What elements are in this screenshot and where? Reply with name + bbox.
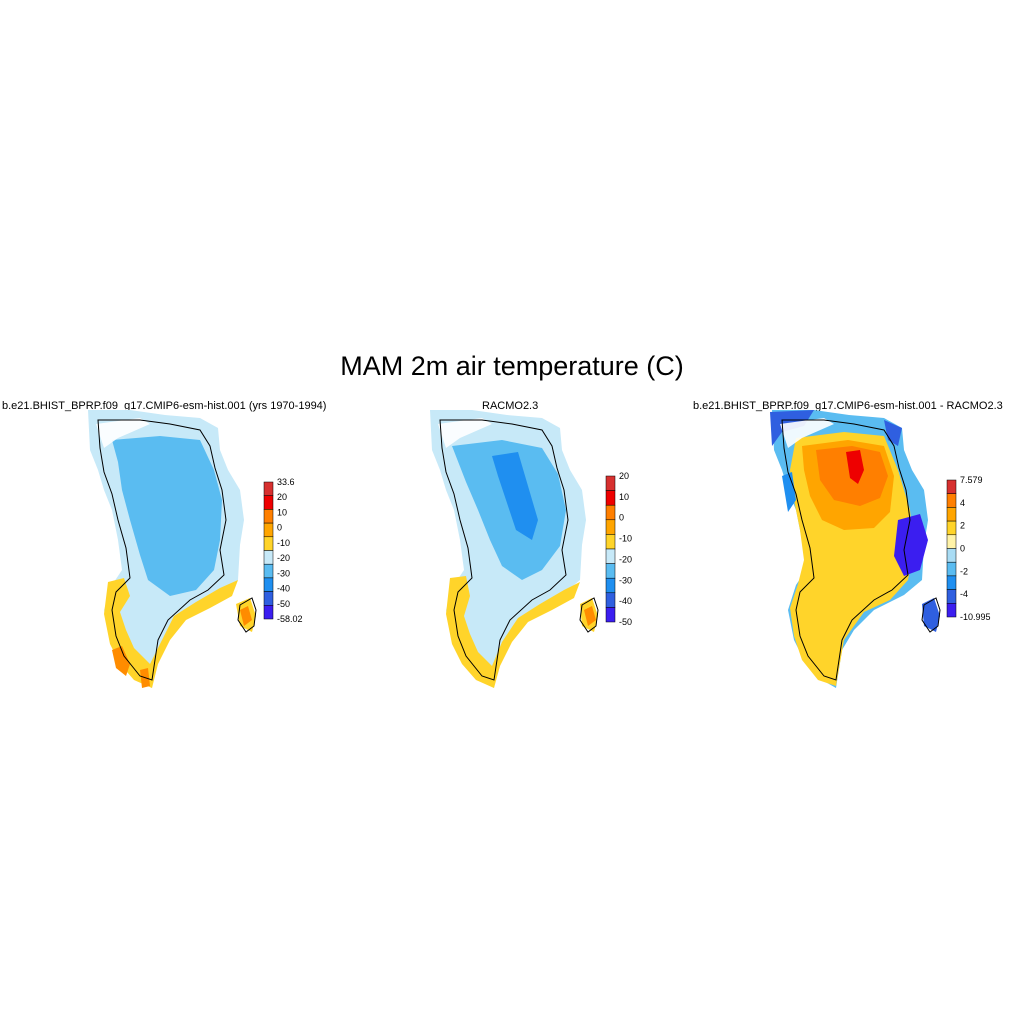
colorbar-difference: 7.579 4 2 0 -2 -4 -10.995 — [946, 475, 991, 622]
colorbar-swatch — [946, 479, 957, 494]
colorbar-tick-label: 0 — [619, 513, 624, 523]
colorbar-tick-label: -50 — [619, 617, 632, 627]
colorbar-swatch — [946, 589, 957, 604]
colorbar-tick-label: -40 — [619, 596, 632, 606]
colorbar-swatch — [605, 519, 616, 535]
colorbar-tick-label: -4 — [960, 589, 968, 599]
panel-title-racmo: RACMO2.3 — [482, 400, 539, 412]
colorbar-swatch — [946, 603, 957, 618]
colorbar-tick-label: -10 — [277, 538, 290, 548]
colorbar-racmo: 20 10 0 -10 -20 -30 -40 -50 — [605, 471, 632, 627]
colorbar-swatch — [263, 550, 274, 565]
colorbar-swatch — [605, 548, 616, 564]
colorbar-swatch — [605, 534, 616, 550]
map-model — [88, 410, 257, 688]
colorbar-tick-label: -20 — [619, 554, 632, 564]
colorbar-tick-label: 10 — [619, 492, 629, 502]
colorbar-swatch — [263, 605, 274, 620]
colorbar-swatch — [263, 522, 274, 538]
colorbar-tick-label: 0 — [960, 544, 965, 554]
panel-title-difference: b.e21.BHIST_BPRP.f09_g17.CMIP6-esm-hist.… — [693, 400, 1003, 412]
colorbar-swatch — [946, 561, 957, 577]
colorbar-swatch — [263, 481, 274, 496]
colorbar-tick-label: -20 — [277, 553, 290, 563]
colorbar-swatch — [605, 504, 616, 521]
colorbar-swatch — [946, 507, 957, 522]
panel-title-model: b.e21.BHIST_BPRP.f09_g17.CMIP6-esm-hist.… — [2, 400, 327, 412]
colorbar-model: 33.6 20 10 0 -10 -20 -30 -40 -50 -58.02 — [263, 477, 303, 624]
colorbar-swatch — [605, 475, 616, 491]
colorbar-tick-label: -2 — [960, 566, 968, 576]
colorbar-swatch — [946, 548, 957, 563]
colorbar-swatch — [946, 575, 957, 590]
colorbar-swatch — [605, 607, 616, 623]
colorbar-tick-label: -10 — [619, 534, 632, 544]
colorbar-tick-label: -40 — [277, 584, 290, 594]
colorbar-swatch — [263, 591, 274, 606]
colorbar-swatch — [263, 577, 274, 592]
colorbar-tick-label: 10 — [277, 507, 287, 517]
colorbar-swatch — [605, 577, 616, 594]
colorbar-tick-label: 33.6 — [277, 477, 295, 487]
colorbar-swatch — [263, 495, 274, 510]
map-difference — [770, 410, 941, 688]
colorbar-swatch — [605, 563, 616, 579]
colorbar-tick-label: 20 — [277, 492, 287, 502]
colorbar-tick-label: 7.579 — [960, 475, 983, 485]
colorbar-tick-label: 0 — [277, 523, 282, 533]
colorbar-tick-label: 4 — [960, 498, 965, 508]
colorbar-tick-label: 2 — [960, 521, 965, 531]
colorbar-tick-label: -58.02 — [277, 614, 303, 624]
map-racmo — [430, 410, 599, 688]
colorbar-tick-label: -30 — [619, 575, 632, 585]
colorbar-tick-label: -10.995 — [960, 612, 991, 622]
colorbar-swatch — [946, 493, 957, 508]
colorbar-tick-label: -50 — [277, 599, 290, 609]
colorbar-swatch — [263, 509, 274, 524]
colorbar-tick-label: 20 — [619, 471, 629, 481]
colorbar-swatch — [605, 592, 616, 608]
colorbar-swatch — [263, 563, 274, 579]
colorbar-swatch — [263, 536, 274, 551]
colorbar-swatch — [946, 520, 957, 536]
colorbar-swatch — [946, 534, 957, 549]
colorbar-tick-label: -30 — [277, 568, 290, 578]
main-title: MAM 2m air temperature (C) — [340, 351, 684, 381]
colorbar-swatch — [605, 490, 616, 506]
